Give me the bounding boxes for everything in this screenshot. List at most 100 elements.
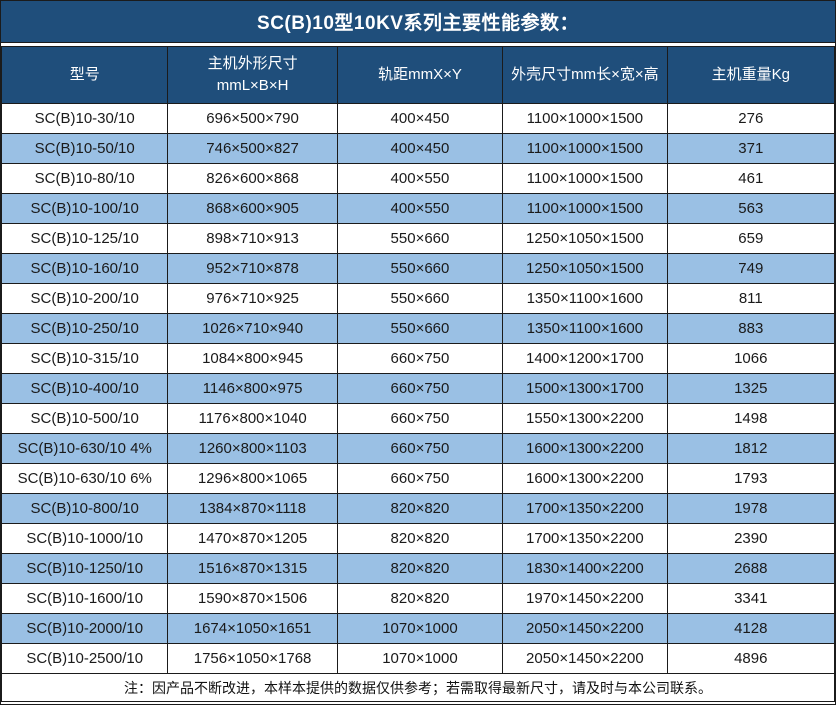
column-header-model: 型号 [1, 46, 169, 104]
cell-rail-gauge: 550×660 [336, 223, 504, 254]
cell-rail-gauge: 1070×1000 [336, 613, 504, 644]
cell-model: SC(B)10-2000/10 [1, 613, 169, 644]
cell-main-dimensions: 1590×870×1506 [167, 583, 338, 614]
cell-model: SC(B)10-30/10 [1, 103, 169, 134]
table-row: SC(B)10-400/10 1146×800×975 660×750 1500×13… [1, 373, 835, 404]
table-row: SC(B)10-630/10 6% 1296×800×1065 660×750 160… [1, 463, 835, 494]
cell-weight: 563 [666, 193, 835, 224]
cell-enclosure-dimensions: 1550×1300×2200 [502, 403, 668, 434]
cell-rail-gauge: 820×820 [336, 553, 504, 584]
cell-main-dimensions: 898×710×913 [167, 223, 338, 254]
cell-model: SC(B)10-125/10 [1, 223, 169, 254]
cell-weight: 3341 [666, 583, 835, 614]
cell-weight: 1325 [666, 373, 835, 404]
cell-model: SC(B)10-500/10 [1, 403, 169, 434]
cell-main-dimensions: 1470×870×1205 [167, 523, 338, 554]
cell-enclosure-dimensions: 2050×1450×2200 [502, 613, 668, 644]
cell-enclosure-dimensions: 1250×1050×1500 [502, 223, 668, 254]
column-header-main-dimensions: 主机外形尺寸 mmL×B×H [167, 46, 338, 104]
cell-main-dimensions: 952×710×878 [167, 253, 338, 284]
cell-model: SC(B)10-315/10 [1, 343, 169, 374]
column-header-enclosure-dimensions: 外壳尺寸mm长×宽×高 [502, 46, 668, 104]
cell-weight: 749 [666, 253, 835, 284]
cell-enclosure-dimensions: 1350×1100×1600 [502, 283, 668, 314]
cell-rail-gauge: 400×550 [336, 193, 504, 224]
cell-main-dimensions: 976×710×925 [167, 283, 338, 314]
cell-rail-gauge: 550×660 [336, 253, 504, 284]
cell-rail-gauge: 820×820 [336, 583, 504, 614]
table-row: SC(B)10-500/10 1176×800×1040 660×750 1550×1… [1, 403, 835, 434]
cell-main-dimensions: 1674×1050×1651 [167, 613, 338, 644]
cell-main-dimensions: 1260×800×1103 [167, 433, 338, 464]
cell-main-dimensions: 1176×800×1040 [167, 403, 338, 434]
cell-weight: 659 [666, 223, 835, 254]
cell-enclosure-dimensions: 1830×1400×2200 [502, 553, 668, 584]
cell-rail-gauge: 820×820 [336, 493, 504, 524]
cell-rail-gauge: 660×750 [336, 433, 504, 464]
table-row: SC(B)10-250/10 1026×710×940 550×660 1350×11… [1, 313, 835, 344]
cell-main-dimensions: 1146×800×975 [167, 373, 338, 404]
cell-rail-gauge: 660×750 [336, 373, 504, 404]
cell-weight: 2688 [666, 553, 835, 584]
cell-rail-gauge: 820×820 [336, 523, 504, 554]
cell-weight: 276 [666, 103, 835, 134]
table-row: SC(B)10-800/10 1384×870×1118 820×820 1700×1… [1, 493, 835, 524]
table-row: SC(B)10-2000/10 1674×1050×1651 1070×1000 20… [1, 613, 835, 644]
cell-enclosure-dimensions: 1970×1450×2200 [502, 583, 668, 614]
table-row: SC(B)10-30/10 696×500×790 400×450 1100×1000… [1, 103, 835, 134]
cell-rail-gauge: 550×660 [336, 313, 504, 344]
cell-rail-gauge: 660×750 [336, 463, 504, 494]
cell-rail-gauge: 400×550 [336, 163, 504, 194]
cell-model: SC(B)10-200/10 [1, 283, 169, 314]
table-row: SC(B)10-1600/10 1590×870×1506 820×820 1970×… [1, 583, 835, 614]
cell-rail-gauge: 660×750 [336, 403, 504, 434]
column-header-rail-gauge: 轨距mmX×Y [336, 46, 504, 104]
table-row: SC(B)10-315/10 1084×800×945 660×750 1400×12… [1, 343, 835, 374]
table-row: SC(B)10-80/10 826×600×868 400×550 1100×1000… [1, 163, 835, 194]
cell-model: SC(B)10-80/10 [1, 163, 169, 194]
table-row: SC(B)10-50/10 746×500×827 400×450 1100×1000… [1, 133, 835, 164]
cell-model: SC(B)10-250/10 [1, 313, 169, 344]
cell-main-dimensions: 1516×870×1315 [167, 553, 338, 584]
cell-weight: 1793 [666, 463, 835, 494]
cell-enclosure-dimensions: 1100×1000×1500 [502, 163, 668, 194]
cell-main-dimensions: 746×500×827 [167, 133, 338, 164]
cell-main-dimensions: 696×500×790 [167, 103, 338, 134]
cell-rail-gauge: 660×750 [336, 343, 504, 374]
cell-enclosure-dimensions: 1500×1300×1700 [502, 373, 668, 404]
spec-table: 型号 主机外形尺寸 mmL×B×H 轨距mmX×Y 外壳尺寸mm长×宽×高 主机… [1, 46, 835, 702]
table-row: SC(B)10-630/10 4% 1260×800×1103 660×750 160… [1, 433, 835, 464]
cell-main-dimensions: 1756×1050×1768 [167, 643, 338, 674]
table-header-row: 型号 主机外形尺寸 mmL×B×H 轨距mmX×Y 外壳尺寸mm长×宽×高 主机… [1, 46, 835, 104]
cell-rail-gauge: 400×450 [336, 133, 504, 164]
cell-weight: 883 [666, 313, 835, 344]
cell-enclosure-dimensions: 1400×1200×1700 [502, 343, 668, 374]
cell-model: SC(B)10-1000/10 [1, 523, 169, 554]
cell-model: SC(B)10-630/10 4% [1, 433, 169, 464]
cell-weight: 1978 [666, 493, 835, 524]
table-row: SC(B)10-1000/10 1470×870×1205 820×820 1700×… [1, 523, 835, 554]
cell-enclosure-dimensions: 1700×1350×2200 [502, 523, 668, 554]
cell-model: SC(B)10-1600/10 [1, 583, 169, 614]
cell-weight: 371 [666, 133, 835, 164]
table-row: SC(B)10-200/10 976×710×925 550×660 1350×110… [1, 283, 835, 314]
cell-weight: 1812 [666, 433, 835, 464]
cell-main-dimensions: 1084×800×945 [167, 343, 338, 374]
cell-model: SC(B)10-630/10 6% [1, 463, 169, 494]
table-row: SC(B)10-160/10 952×710×878 550×660 1250×105… [1, 253, 835, 284]
cell-model: SC(B)10-1250/10 [1, 553, 169, 584]
cell-weight: 4896 [666, 643, 835, 674]
cell-main-dimensions: 1384×870×1118 [167, 493, 338, 524]
cell-weight: 1498 [666, 403, 835, 434]
cell-model: SC(B)10-800/10 [1, 493, 169, 524]
table-row: SC(B)10-125/10 898×710×913 550×660 1250×105… [1, 223, 835, 254]
cell-enclosure-dimensions: 1250×1050×1500 [502, 253, 668, 284]
cell-enclosure-dimensions: 1100×1000×1500 [502, 133, 668, 164]
column-header-weight: 主机重量Kg [666, 46, 835, 104]
cell-model: SC(B)10-50/10 [1, 133, 169, 164]
cell-rail-gauge: 1070×1000 [336, 643, 504, 674]
cell-weight: 461 [666, 163, 835, 194]
cell-model: SC(B)10-400/10 [1, 373, 169, 404]
table-row: SC(B)10-2500/10 1756×1050×1768 1070×1000 20… [1, 643, 835, 674]
